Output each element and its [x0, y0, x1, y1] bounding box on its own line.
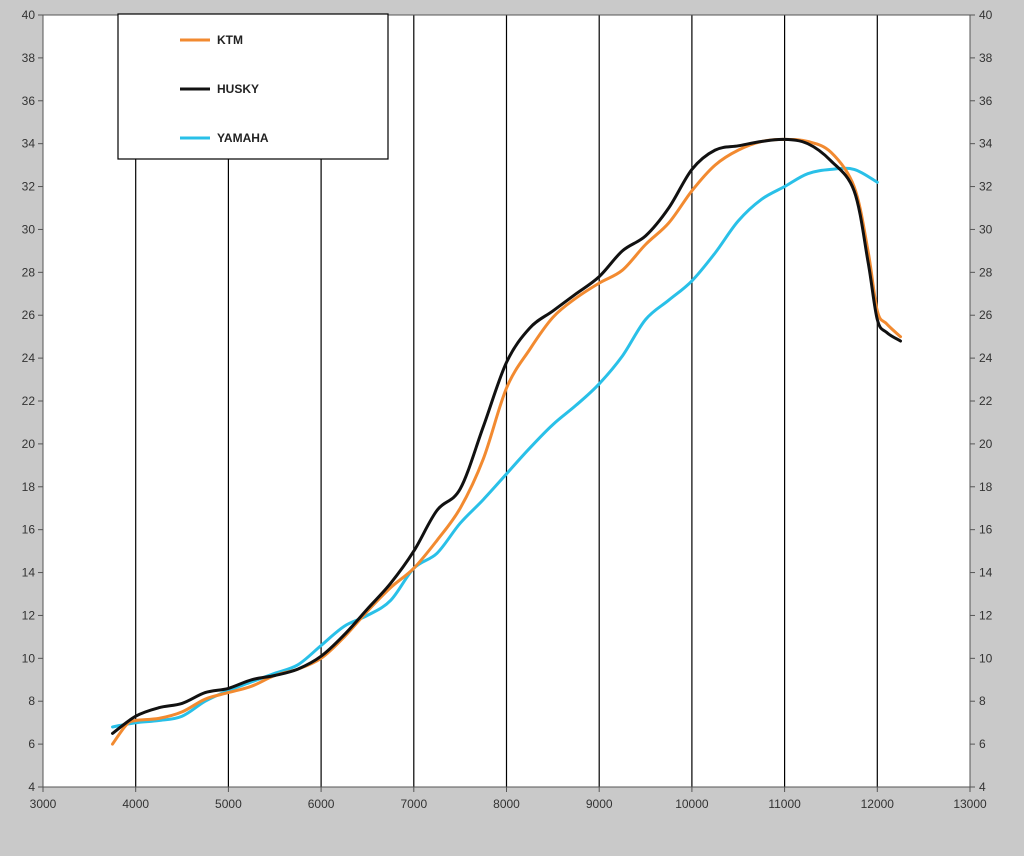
series-line-yamaha: [111, 166, 879, 729]
y-tick-label-left: 6: [28, 737, 35, 751]
y-tick-label-right: 10: [979, 651, 993, 665]
y-tick-label-left: 20: [22, 437, 36, 451]
y-tick-label-left: 16: [22, 523, 36, 537]
x-tick-label: 3000: [30, 797, 57, 811]
y-tick-label-left: 14: [22, 566, 36, 580]
y-tick-label-right: 36: [979, 94, 993, 108]
y-tick-label-left: 8: [28, 694, 35, 708]
y-tick-label-left: 28: [22, 265, 36, 279]
x-tick-label: 12000: [861, 797, 895, 811]
y-tick-label-right: 38: [979, 51, 993, 65]
legend-label-husky: HUSKY: [217, 82, 259, 96]
y-tick-label-right: 12: [979, 608, 993, 622]
x-tick-label: 11000: [768, 797, 801, 811]
x-tick-label: 5000: [215, 797, 242, 811]
y-tick-label-right: 20: [979, 437, 993, 451]
y-tick-label-left: 30: [22, 222, 36, 236]
y-tick-label-right: 18: [979, 480, 993, 494]
y-tick-label-left: 34: [22, 137, 36, 151]
y-tick-label-right: 14: [979, 566, 993, 580]
y-tick-label-right: 28: [979, 265, 993, 279]
y-tick-label-left: 38: [22, 51, 36, 65]
y-tick-label-left: 12: [22, 608, 36, 622]
y-tick-label-left: 4: [28, 780, 35, 794]
x-tick-label: 4000: [122, 797, 149, 811]
y-tick-label-left: 10: [22, 651, 36, 665]
y-tick-label-right: 6: [979, 737, 986, 751]
y-tick-label-right: 32: [979, 180, 993, 194]
y-tick-label-right: 34: [979, 137, 993, 151]
x-tick-label: 10000: [675, 797, 709, 811]
x-tick-label: 6000: [308, 797, 335, 811]
y-tick-label-right: 26: [979, 308, 993, 322]
y-tick-label-left: 32: [22, 180, 36, 194]
legend-label-yamaha: YAMAHA: [217, 131, 269, 145]
y-tick-label-left: 36: [22, 94, 36, 108]
y-tick-label-left: 26: [22, 308, 36, 322]
y-tick-label-right: 40: [979, 8, 993, 22]
legend-label-ktm: KTM: [217, 33, 243, 47]
y-tick-label-right: 22: [979, 394, 993, 408]
x-tick-label: 13000: [953, 797, 987, 811]
y-tick-label-right: 16: [979, 523, 993, 537]
y-tick-label-right: 24: [979, 351, 993, 365]
y-tick-label-left: 22: [22, 394, 36, 408]
series-line-ktm: [111, 137, 902, 746]
legend-box: [117, 13, 389, 160]
y-tick-label-left: 18: [22, 480, 36, 494]
y-tick-label-right: 8: [979, 694, 986, 708]
x-tick-label: 8000: [493, 797, 520, 811]
x-tick-label: 7000: [400, 797, 427, 811]
y-tick-label-left: 40: [22, 8, 36, 22]
y-tick-label-left: 24: [22, 351, 36, 365]
series-line-husky: [111, 137, 902, 735]
x-tick-label: 9000: [586, 797, 613, 811]
y-tick-label-right: 4: [979, 780, 986, 794]
y-tick-label-right: 30: [979, 222, 993, 236]
